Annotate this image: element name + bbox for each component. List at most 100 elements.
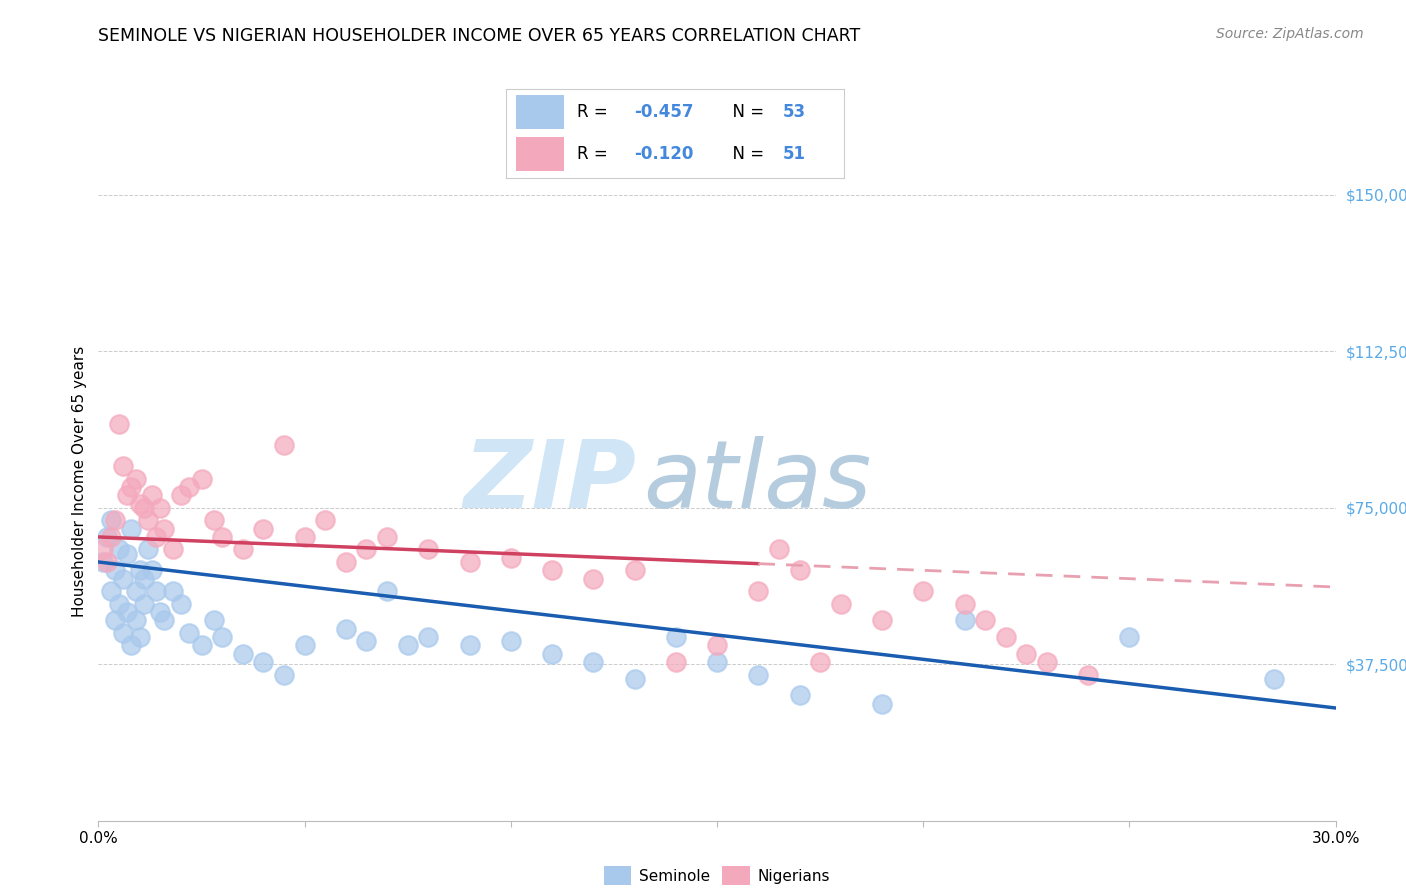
Point [994,630,1017,644]
Point [170,597,193,611]
Point [91,555,114,569]
Point [104,513,127,527]
Point [96,555,118,569]
Point [117,547,139,561]
Point [211,530,233,544]
Point [335,555,357,569]
Point [499,550,522,565]
Point [104,563,127,577]
Text: N =: N = [723,103,769,121]
Point [108,542,131,557]
Point [179,480,201,494]
Point [202,513,225,527]
Point [335,622,357,636]
Point [1015,647,1038,661]
Point [153,614,176,628]
Point [117,488,139,502]
Point [232,647,254,661]
Point [112,458,135,473]
Point [124,584,146,599]
Text: Source: ZipAtlas.com: Source: ZipAtlas.com [1216,27,1364,41]
Point [499,634,522,648]
Point [541,647,564,661]
Point [100,530,122,544]
Point [91,542,114,557]
Text: ZIP: ZIP [464,435,637,528]
Point [128,497,150,511]
Point [162,542,184,557]
Point [120,480,142,494]
Point [145,584,167,599]
Point [104,614,127,628]
Point [294,530,316,544]
Point [1118,630,1140,644]
Point [273,438,295,452]
Point [124,471,146,485]
Point [1036,655,1059,669]
Point [202,614,225,628]
Point [396,639,419,653]
Point [108,417,131,432]
Text: R =: R = [576,103,613,121]
Point [665,630,688,644]
Point [375,584,398,599]
Point [100,584,122,599]
Point [789,563,811,577]
Point [128,563,150,577]
Point [112,626,135,640]
Point [870,614,893,628]
Point [953,597,976,611]
Text: N =: N = [723,145,769,163]
Point [179,626,201,640]
Point [149,500,172,515]
Point [190,639,212,653]
Point [1263,672,1285,686]
Point [582,655,605,669]
Point [665,655,688,669]
Text: -0.457: -0.457 [634,103,695,121]
Point [149,605,172,619]
Point [706,655,728,669]
Point [623,563,645,577]
Point [112,572,135,586]
Point [132,500,155,515]
FancyBboxPatch shape [516,137,564,171]
Point [117,605,139,619]
Point [953,614,976,628]
Text: R =: R = [576,145,613,163]
Point [768,542,790,557]
Point [141,563,163,577]
Point [789,689,811,703]
Point [132,572,155,586]
Point [232,542,254,557]
Point [541,563,564,577]
Y-axis label: Householder Income Over 65 years: Householder Income Over 65 years [72,346,87,617]
Legend: Seminole, Nigerians: Seminole, Nigerians [598,860,837,891]
Point [747,584,769,599]
Text: -0.120: -0.120 [634,145,693,163]
Point [706,639,728,653]
Point [252,655,274,669]
Point [128,630,150,644]
Point [190,471,212,485]
Point [294,639,316,653]
Point [141,488,163,502]
Point [418,542,440,557]
Point [136,542,159,557]
Point [356,542,378,557]
FancyBboxPatch shape [516,95,564,129]
Point [96,530,118,544]
Point [912,584,935,599]
Point [145,530,167,544]
Point [830,597,852,611]
Point [808,655,831,669]
Point [124,614,146,628]
Text: SEMINOLE VS NIGERIAN HOUSEHOLDER INCOME OVER 65 YEARS CORRELATION CHART: SEMINOLE VS NIGERIAN HOUSEHOLDER INCOME … [98,27,860,45]
Point [153,522,176,536]
Text: 51: 51 [783,145,806,163]
Point [120,522,142,536]
Point [1077,667,1099,681]
Point [108,597,131,611]
Point [162,584,184,599]
Point [100,513,122,527]
